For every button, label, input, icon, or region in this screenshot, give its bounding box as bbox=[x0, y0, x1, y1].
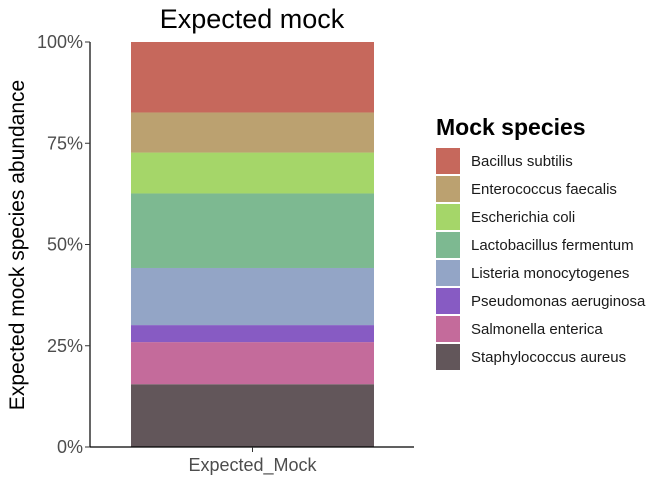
x-tick-label: Expected_Mock bbox=[188, 455, 317, 476]
bar-segment-pseudomonas-aeruginosa bbox=[131, 325, 374, 343]
bars bbox=[131, 42, 374, 447]
bar-segment-bacillus-subtilis bbox=[131, 42, 374, 113]
legend-key-lactobacillus-fermentum bbox=[436, 232, 460, 258]
y-axis: 0% 25% 50% 75% 100% bbox=[37, 32, 91, 457]
legend-title: Mock species bbox=[436, 114, 586, 140]
legend-key-pseudomonas-aeruginosa bbox=[436, 288, 460, 314]
legend-label-lactobacillus-fermentum: Lactobacillus fermentum bbox=[471, 237, 634, 254]
legend-label-salmonella-enterica: Salmonella enterica bbox=[471, 321, 603, 338]
y-tick-label: 0% bbox=[57, 437, 83, 457]
bar-segment-staphylococcus-aureus bbox=[131, 384, 374, 447]
y-tick-label: 50% bbox=[47, 235, 83, 255]
legend-label-enterococcus-faecalis: Enterococcus faecalis bbox=[471, 181, 617, 198]
x-axis: Expected_Mock bbox=[90, 446, 414, 476]
legend-label-listeria-monocytogenes: Listeria monocytogenes bbox=[471, 265, 629, 282]
legend-key-bacillus-subtilis bbox=[436, 148, 460, 174]
legend-label-bacillus-subtilis: Bacillus subtilis bbox=[471, 153, 573, 170]
legend-key-salmonella-enterica bbox=[436, 316, 460, 342]
legend-label-staphylococcus-aureus: Staphylococcus aureus bbox=[471, 349, 626, 366]
y-tick-label: 25% bbox=[47, 336, 83, 356]
bar-segment-lactobacillus-fermentum bbox=[131, 193, 374, 268]
legend-label-pseudomonas-aeruginosa: Pseudomonas aeruginosa bbox=[471, 293, 646, 310]
legend-key-listeria-monocytogenes bbox=[436, 260, 460, 286]
bar-segment-listeria-monocytogenes bbox=[131, 267, 374, 326]
legend-key-enterococcus-faecalis bbox=[436, 176, 460, 202]
y-axis-title: Expected mock species abundance bbox=[6, 80, 29, 410]
legend-label-escherichia-coli: Escherichia coli bbox=[471, 209, 575, 226]
bar-segment-salmonella-enterica bbox=[131, 342, 374, 385]
bar-segment-enterococcus-faecalis bbox=[131, 112, 374, 153]
y-tick-label: 75% bbox=[47, 133, 83, 153]
legend-key-escherichia-coli bbox=[436, 204, 460, 230]
y-tick-label: 100% bbox=[37, 32, 83, 52]
bar-segment-escherichia-coli bbox=[131, 152, 374, 194]
chart-title: Expected mock bbox=[160, 4, 345, 34]
legend-key-staphylococcus-aureus bbox=[436, 344, 460, 370]
legend: Mock species Bacillus subtilis Enterococc… bbox=[436, 114, 646, 370]
